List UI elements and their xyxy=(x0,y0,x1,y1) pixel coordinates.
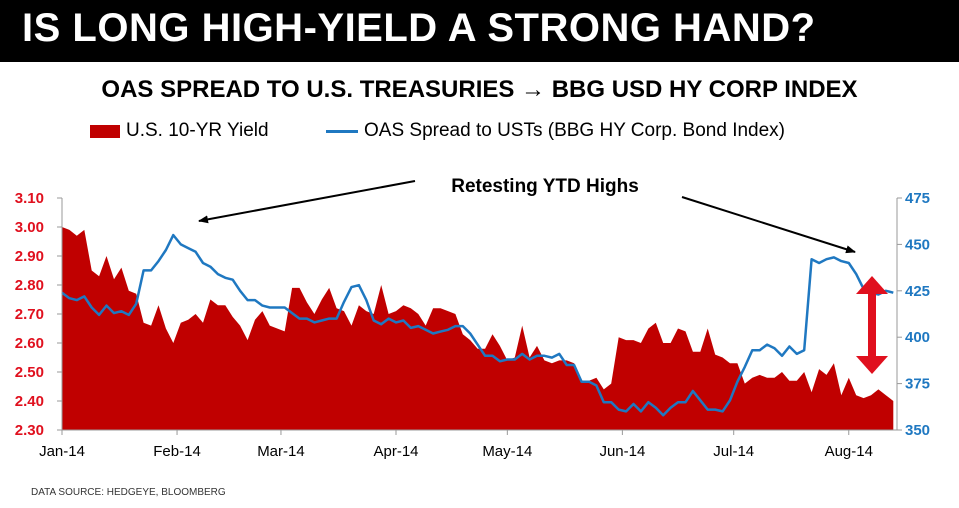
x-tick-label: Mar-14 xyxy=(257,443,305,460)
oas-line-layer xyxy=(61,233,894,417)
right-tick-label: 400 xyxy=(905,329,930,346)
x-tick-label: Aug-14 xyxy=(825,443,873,460)
annotation-arrow-right xyxy=(681,196,856,254)
double-arrow-icon xyxy=(856,276,888,374)
left-axis-ticks: 2.30 2.40 2.50 2.60 2.70 2.80 2.90 3.00 3.10 xyxy=(15,190,62,439)
legend-item-oas: OAS Spread to USTs (BBG HY Corp. Bond In… xyxy=(326,120,785,142)
left-tick-label: 2.60 xyxy=(15,335,44,352)
oas-line xyxy=(61,233,894,417)
left-tick-label: 3.10 xyxy=(15,190,44,207)
x-tick-label: Jun-14 xyxy=(599,443,645,460)
right-axis-ticks: 350 375 400 425 450 475 xyxy=(897,190,930,439)
left-tick-label: 2.90 xyxy=(15,248,44,265)
annotation-text: Retesting YTD Highs xyxy=(451,176,639,197)
annotation-layer: Retesting YTD Highs xyxy=(198,176,888,374)
legend-label-oas: OAS Spread to USTs (BBG HY Corp. Bond In… xyxy=(364,120,786,141)
right-tick-label: 475 xyxy=(905,190,930,207)
left-tick-label: 2.30 xyxy=(15,422,44,439)
x-tick-label: May-14 xyxy=(482,443,532,460)
x-tick-label: Jul-14 xyxy=(713,443,754,460)
yield-area xyxy=(62,227,894,430)
left-tick-label: 2.80 xyxy=(15,277,44,294)
x-axis-ticks: Jan-14 Feb-14 Mar-14 Apr-14 May-14 Jun-14 Jul-… xyxy=(39,430,873,460)
chart-title: IS LONG HIGH-YIELD A STRONG HAND? xyxy=(22,6,816,50)
right-tick-label: 425 xyxy=(905,283,930,300)
right-tick-label: 350 xyxy=(905,422,930,439)
x-tick-label: Jan-14 xyxy=(39,443,85,460)
legend-swatch-yield xyxy=(90,124,120,138)
left-tick-label: 2.70 xyxy=(15,306,44,323)
yield-area-layer xyxy=(62,227,894,430)
left-tick-label: 2.40 xyxy=(15,393,44,410)
x-tick-label: Feb-14 xyxy=(153,443,201,460)
legend-label-yield: U.S. 10-YR Yield xyxy=(126,120,269,141)
legend-item-yield: U.S. 10-YR Yield xyxy=(90,120,269,142)
title-banner: IS LONG HIGH-YIELD A STRONG HAND? xyxy=(0,0,959,62)
annotation-arrow-left xyxy=(198,180,416,224)
left-tick-label: 3.00 xyxy=(15,219,44,236)
data-source: DATA SOURCE: HEDGEYE, BLOOMBERG xyxy=(31,487,226,498)
right-tick-label: 450 xyxy=(905,236,930,253)
chart-legend: U.S. 10-YR Yield OAS Spread to USTs (BBG… xyxy=(0,120,959,144)
legend-swatch-oas xyxy=(326,129,358,133)
left-tick-label: 2.50 xyxy=(15,364,44,381)
x-tick-label: Apr-14 xyxy=(373,443,418,460)
right-tick-label: 375 xyxy=(905,376,930,393)
chart-subtitle: OAS SPREAD TO U.S. TREASURIES → BBG USD … xyxy=(101,76,858,103)
